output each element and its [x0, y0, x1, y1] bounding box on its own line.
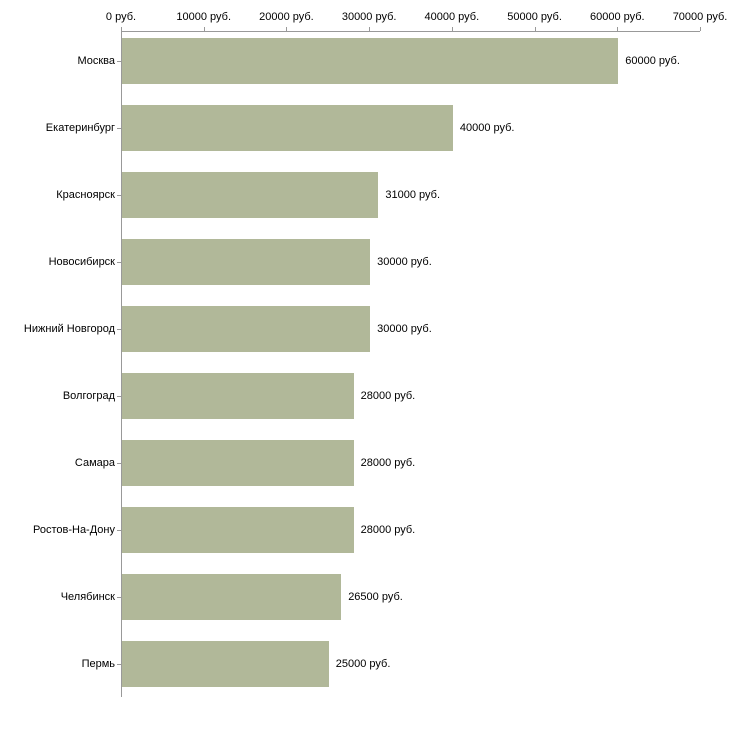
value-label: 28000 руб. — [360, 524, 416, 536]
bar — [122, 574, 342, 620]
value-label: 31000 руб. — [385, 189, 441, 201]
y-tick-mark — [117, 128, 121, 129]
value-label: 40000 руб. — [459, 122, 515, 134]
value-label: 25000 руб. — [335, 658, 391, 670]
category-label: Волгоград — [62, 390, 115, 402]
category-label: Новосибирск — [48, 256, 115, 268]
category-label: Самара — [74, 457, 115, 469]
x-tick-label: 30000 руб. — [341, 11, 397, 23]
y-tick-mark — [117, 664, 121, 665]
x-tick-label: 0 руб. — [105, 11, 137, 23]
x-tick-mark — [451, 27, 453, 31]
x-tick-label: 60000 руб. — [589, 11, 645, 23]
x-tick-mark — [617, 27, 619, 31]
y-tick-mark — [117, 530, 121, 531]
x-tick-label: 70000 руб. — [672, 11, 728, 23]
x-tick-mark — [700, 27, 701, 31]
x-tick-label: 20000 руб. — [259, 11, 314, 23]
bar — [122, 38, 619, 84]
y-axis-line — [121, 31, 122, 697]
x-axis-line — [121, 31, 700, 32]
value-label: 28000 руб. — [360, 457, 416, 469]
value-label: 28000 руб. — [360, 390, 416, 402]
category-label: Екатеринбург — [45, 122, 115, 134]
y-tick-mark — [117, 463, 121, 464]
category-label: Ростов-На-Дону — [32, 524, 115, 536]
x-tick-mark — [203, 27, 205, 31]
bar — [122, 172, 379, 218]
y-tick-mark — [117, 262, 121, 263]
bar — [122, 306, 371, 352]
y-tick-mark — [117, 329, 121, 330]
bar — [122, 641, 329, 687]
x-tick-label: 40000 руб. — [424, 11, 480, 23]
category-label: Челябинск — [60, 591, 115, 603]
value-label: 30000 руб. — [377, 323, 432, 335]
category-label: Пермь — [81, 658, 115, 670]
x-tick-mark — [286, 27, 288, 31]
x-tick-mark — [534, 27, 536, 31]
value-label: 26500 руб. — [348, 591, 403, 603]
value-label: 30000 руб. — [377, 256, 432, 268]
bar — [122, 507, 354, 553]
y-tick-mark — [117, 61, 121, 62]
y-tick-mark — [117, 396, 121, 397]
category-label: Москва — [77, 55, 115, 67]
y-tick-mark — [117, 195, 121, 196]
bar — [122, 105, 453, 151]
y-tick-mark — [117, 597, 121, 598]
bar — [122, 239, 371, 285]
x-tick-mark — [369, 27, 371, 31]
value-label: 60000 руб. — [625, 55, 680, 67]
bar — [122, 373, 354, 419]
x-tick-label: 50000 руб. — [507, 11, 562, 23]
x-tick-mark — [121, 27, 122, 31]
x-tick-label: 10000 руб. — [176, 11, 232, 23]
category-label: Красноярск — [56, 189, 115, 201]
bar — [122, 440, 354, 486]
category-label: Нижний Новгород — [23, 323, 115, 335]
